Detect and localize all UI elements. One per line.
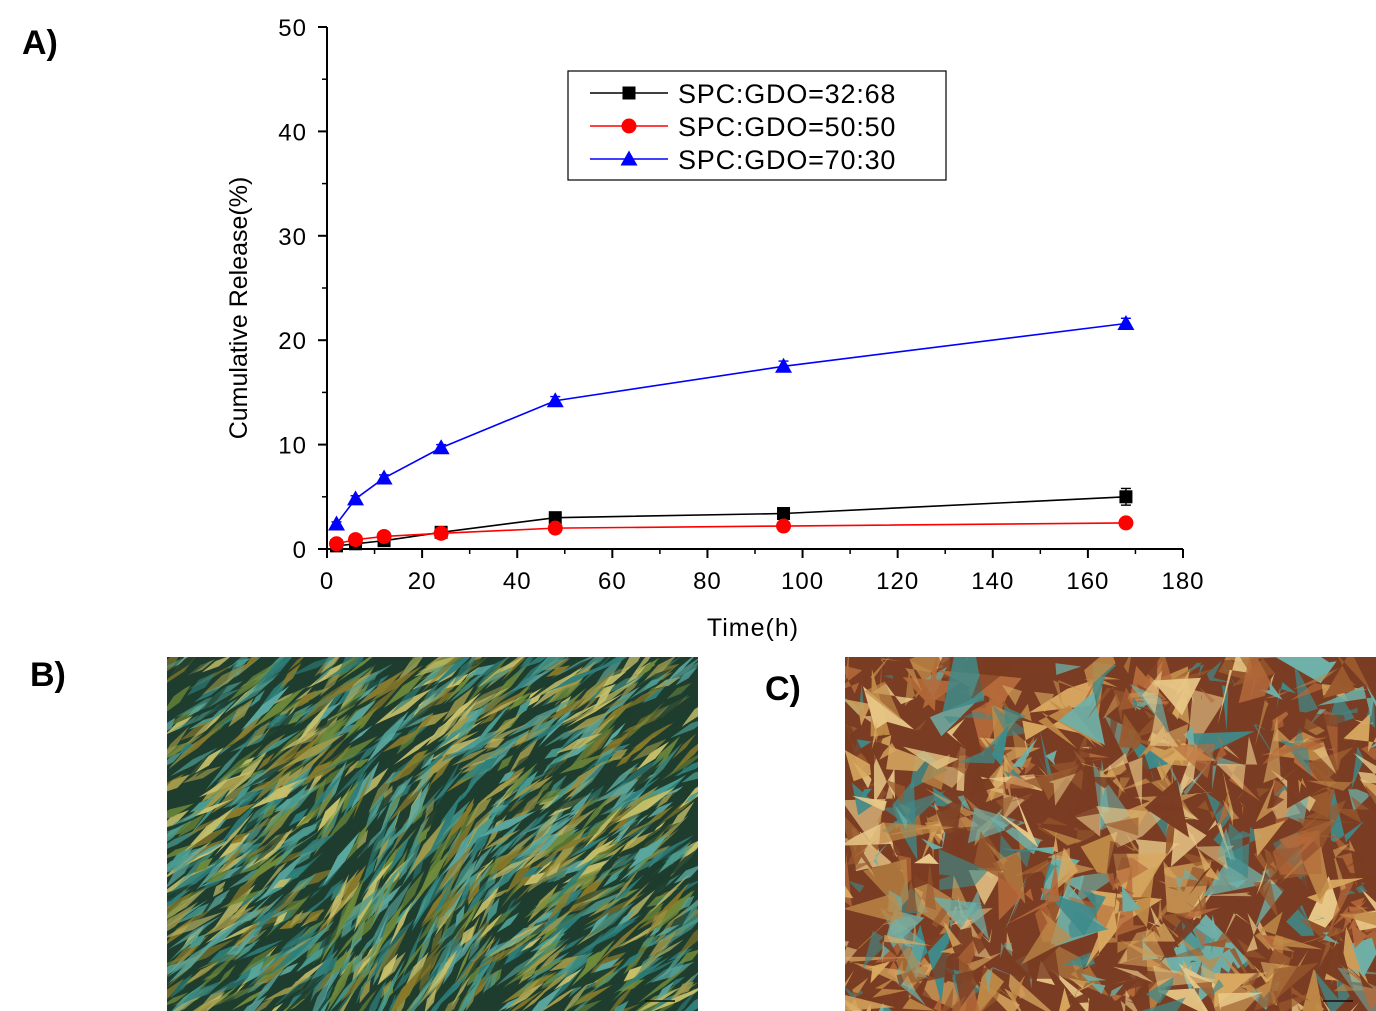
y-tick-label-50: 50 — [278, 15, 307, 42]
data-point-0-5 — [777, 507, 791, 521]
legend-label-1: SPC:GDO=50:50 — [678, 112, 896, 142]
micrograph-b — [167, 657, 698, 1011]
series-line-2 — [335, 322, 1127, 525]
legend-marker-2 — [620, 150, 638, 166]
y-axis-label: Cumulative Release(%) — [225, 177, 253, 440]
panel-label-a: A) — [22, 24, 58, 62]
micrograph-c — [845, 657, 1376, 1011]
data-point-1-6 — [1118, 515, 1134, 531]
legend-marker-1 — [621, 118, 637, 134]
data-point-2-0 — [328, 515, 346, 531]
y-tick-label-40: 40 — [278, 119, 307, 146]
panel-label-c: C) — [765, 670, 801, 708]
x-tick-label-80: 80 — [693, 568, 722, 595]
release-chart: 0 20 40 60 80 100 120 140 160 180 0 10 20 30 40 50 Time(… — [225, 15, 1204, 642]
series-line-0 — [336, 496, 1126, 547]
series-line-1 — [336, 522, 1126, 545]
y-tick-label-30: 30 — [278, 224, 307, 251]
legend-label-2: SPC:GDO=70:30 — [678, 145, 896, 175]
data-point-1-2 — [376, 528, 392, 544]
data-point-0-6 — [1119, 490, 1133, 504]
data-point-1-0 — [329, 536, 345, 552]
x-tick-label-100: 100 — [781, 568, 824, 595]
legend-marker-0 — [622, 86, 636, 100]
legend-label-0: SPC:GDO=32:68 — [678, 79, 896, 109]
x-tick-label-20: 20 — [408, 568, 437, 595]
x-tick-label-160: 160 — [1066, 568, 1109, 595]
x-axis-label: Time(h) — [707, 614, 799, 642]
data-point-1-1 — [348, 532, 364, 548]
data-point-1-4 — [547, 520, 563, 536]
data-point-2-3 — [432, 439, 450, 455]
x-tick-label-60: 60 — [598, 568, 627, 595]
x-tick-label-140: 140 — [971, 568, 1014, 595]
data-point-1-5 — [776, 518, 792, 534]
data-point-0-4 — [548, 511, 562, 525]
y-tick-label-10: 10 — [278, 433, 307, 460]
data-point-2-1 — [347, 490, 365, 506]
y-tick-label-20: 20 — [278, 328, 307, 355]
x-tick-label-40: 40 — [503, 568, 532, 595]
data-point-2-5 — [775, 357, 793, 373]
data-point-2-6 — [1117, 314, 1135, 330]
data-point-1-3 — [433, 525, 449, 541]
x-tick-label-0: 0 — [320, 568, 334, 595]
y-tick-label-0: 0 — [293, 537, 307, 564]
data-point-2-4 — [546, 392, 564, 408]
x-tick-label-180: 180 — [1161, 568, 1204, 595]
panel-label-b: B) — [30, 656, 66, 694]
x-tick-label-120: 120 — [876, 568, 919, 595]
data-point-2-2 — [375, 469, 393, 485]
